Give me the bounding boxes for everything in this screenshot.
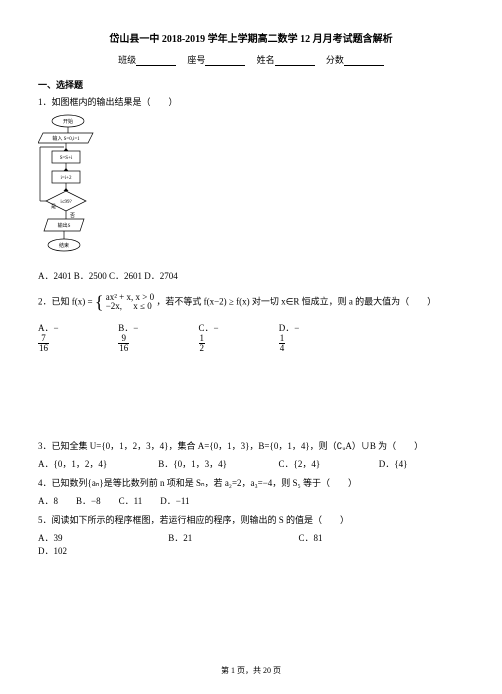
q5-opts: A．39 B．21 C．81 D．102: [38, 531, 464, 557]
q3-optC: C．{2，4}: [279, 457, 359, 470]
gap: [38, 359, 464, 439]
flow-end: 结束: [59, 242, 69, 249]
name-blank: [275, 55, 315, 66]
flow-step1: S=S+i: [60, 156, 73, 161]
q2-optC: C．−12: [199, 321, 259, 353]
q2-optA: A．−716: [38, 321, 98, 353]
flow-out: 输出S: [58, 222, 71, 229]
piecewise: { ax² + x, x > 0 −2x, x ≤ 0: [95, 288, 154, 317]
q5-optA: A．39: [38, 531, 148, 544]
q2-optB: B．−916: [118, 321, 178, 353]
header-row: 班级 座号 姓名 分数: [38, 53, 464, 66]
class-blank: [136, 55, 176, 66]
q3-optA: A．{0，1，2，4}: [38, 457, 138, 470]
flow-no: 否: [70, 213, 75, 219]
q2-stem: 2．已知 f(x) = { ax² + x, x > 0 −2x, x ≤ 0 …: [38, 288, 464, 317]
q3-optD: D．{4}: [379, 457, 439, 470]
flow-init: 输入 S=0,i=1: [52, 135, 80, 142]
flowchart-svg: 开始 输入 S=0,i=1 S=S+i i=i+2 i≤99? 是 否 输出S: [38, 113, 98, 263]
q3-opts: A．{0，1，2，4} B．{0，1，3，4} C．{2，4} D．{4}: [38, 457, 464, 470]
flow-start: 开始: [63, 118, 73, 125]
q2-optD: D．−14: [279, 321, 339, 353]
score-label: 分数: [326, 55, 344, 65]
q1-opts: A．2401 B．2500 C．2601 D．2704: [38, 269, 464, 283]
q4-stem: 4．已知数列{aₙ}是等比数列前 n 项和是 Sₙ，若 a₂=2，a₃=−4，则…: [38, 476, 464, 490]
flowchart: 开始 输入 S=0,i=1 S=S+i i=i+2 i≤99? 是 否 输出S: [38, 113, 98, 263]
q5-stem: 5．阅读如下所示的程序框图，若运行相应的程序，则输出的 S 的值是（ ）: [38, 513, 464, 527]
q4-opts: A．8 B．−8 C．11 D．−11: [38, 494, 464, 508]
score-blank: [344, 55, 384, 66]
page: 岱山县一中 2018-2019 学年上学期高二数学 12 月月考试题含解析 班级…: [0, 0, 502, 694]
q3-optB: B．{0，1，3，4}: [158, 457, 258, 470]
seat-blank: [205, 55, 245, 66]
q2-opts: A．−716 B．−916 C．−12 D．−14: [38, 321, 464, 353]
flow-cond: i≤99?: [60, 200, 72, 205]
q2-pre: 2．已知 f(x) =: [38, 296, 95, 306]
piece-bot: −2x, x ≤ 0: [106, 302, 154, 311]
class-label: 班级: [118, 55, 136, 65]
flow-yes: 是: [51, 204, 56, 210]
seat-label: 座号: [187, 55, 205, 65]
q3-stem: 3．已知全集 U={0，1，2，3，4}，集合 A={0，1，3}，B={0，1…: [38, 439, 464, 453]
page-title: 岱山县一中 2018-2019 学年上学期高二数学 12 月月考试题含解析: [38, 30, 464, 45]
page-footer: 第 1 页，共 20 页: [0, 665, 502, 676]
q1-stem: 1．如图框内的输出结果是（ ）: [38, 95, 464, 109]
section-header: 一、选择题: [38, 78, 464, 91]
q5-optB: B．21: [168, 531, 278, 544]
flow-step2: i=i+2: [61, 176, 72, 181]
q2-post: ，若不等式 f(x−2) ≥ f(x) 对一切 x∈R 恒成立，则 a 的最大值…: [156, 296, 436, 306]
q5-optC: C．81: [299, 531, 409, 544]
q5-optD: D．102: [38, 544, 98, 557]
name-label: 姓名: [257, 55, 275, 65]
